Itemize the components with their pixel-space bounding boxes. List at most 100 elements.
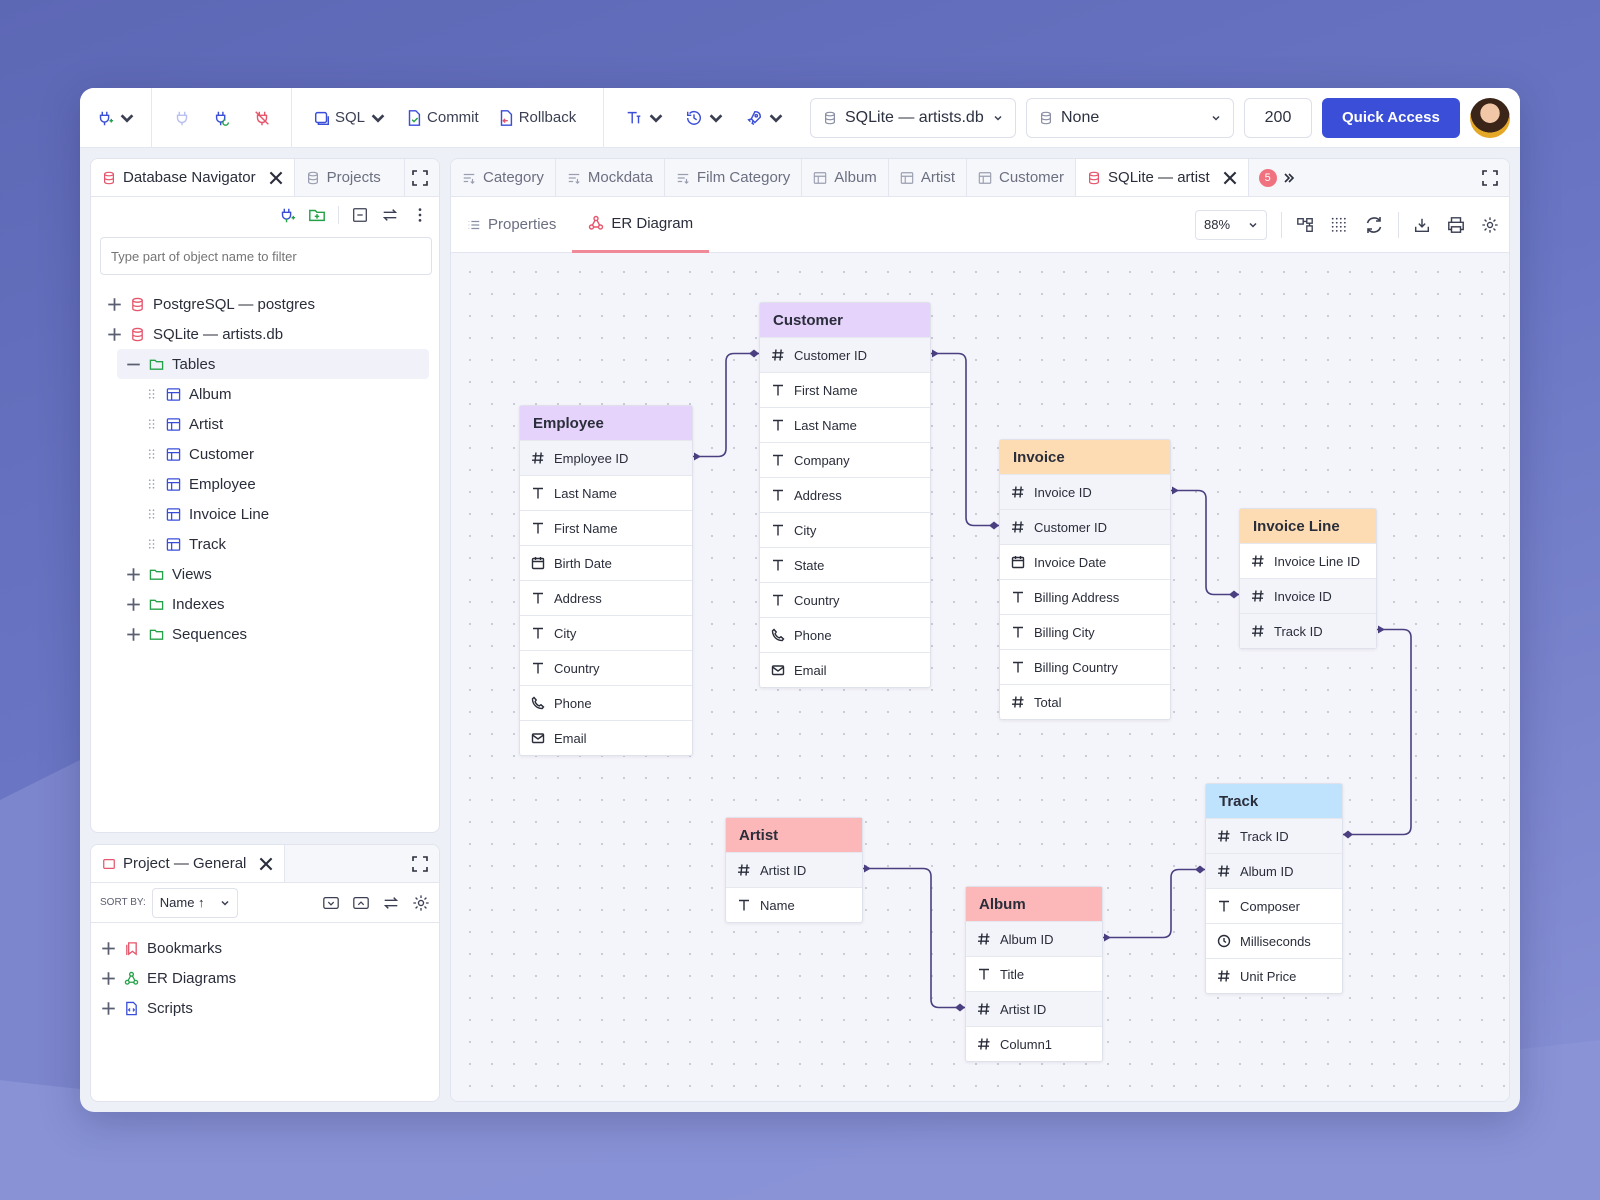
drag-handle-icon[interactable]: [146, 417, 158, 431]
entity-track[interactable]: Track Track ID Album ID Composer Millisecond…: [1205, 783, 1343, 994]
expand-plus-icon[interactable]: [107, 297, 122, 312]
gear-icon[interactable]: [1481, 216, 1499, 234]
maximize-icon[interactable]: [411, 169, 429, 187]
entity-field[interactable]: Country: [760, 582, 930, 617]
entity-field[interactable]: Email: [520, 720, 692, 755]
quick-access-button[interactable]: Quick Access: [1322, 97, 1460, 138]
entity-field[interactable]: Title: [966, 956, 1102, 991]
commit-button[interactable]: Commit: [396, 100, 488, 136]
drag-handle-icon[interactable]: [146, 537, 158, 551]
entity-field[interactable]: Billing Address: [1000, 579, 1170, 614]
entity-field[interactable]: Email: [760, 652, 930, 687]
relationship-line[interactable]: [931, 352, 999, 527]
layout-icon[interactable]: [1296, 216, 1314, 234]
expand-plus-icon[interactable]: [126, 627, 141, 642]
entity-invoice-line[interactable]: Invoice Line Invoice Line ID Invoice ID Tra…: [1239, 508, 1377, 649]
entity-album[interactable]: Album Album ID Title Artist ID Column1: [965, 886, 1103, 1062]
tree-item-tables[interactable]: Tables: [117, 349, 429, 379]
entity-field[interactable]: Name: [726, 887, 862, 922]
relationship-line[interactable]: [1343, 628, 1412, 836]
collapse-all-icon[interactable]: [351, 206, 369, 224]
tree-item-table[interactable]: Customer: [146, 439, 429, 469]
rollback-button[interactable]: Rollback: [488, 100, 586, 136]
drag-handle-icon[interactable]: [146, 477, 158, 491]
project-item-bookmarks[interactable]: Bookmarks: [101, 933, 429, 963]
expand-plus-icon[interactable]: [126, 597, 141, 612]
sort-select[interactable]: Name ↑: [151, 887, 238, 918]
maximize-icon[interactable]: [1481, 169, 1499, 187]
entity-field[interactable]: Composer: [1206, 888, 1342, 923]
entity-field[interactable]: Album ID: [1206, 853, 1342, 888]
tab-editor[interactable]: Film Category: [665, 159, 803, 196]
entity-field[interactable]: Column1: [966, 1026, 1102, 1061]
tab-project-general[interactable]: Project — General: [91, 845, 286, 882]
entity-field[interactable]: Address: [760, 477, 930, 512]
entity-field[interactable]: State: [760, 547, 930, 582]
entity-field[interactable]: Milliseconds: [1206, 923, 1342, 958]
close-icon[interactable]: [269, 171, 283, 185]
relationship-line[interactable]: [693, 352, 759, 458]
object-filter-input[interactable]: [100, 237, 432, 275]
expand-plus-icon[interactable]: [107, 327, 122, 342]
tab-editor[interactable]: SQLite — artist: [1076, 159, 1249, 196]
entity-field[interactable]: Phone: [760, 617, 930, 652]
entity-field[interactable]: Invoice ID: [1240, 578, 1376, 613]
download-icon[interactable]: [1413, 216, 1431, 234]
entity-field[interactable]: Invoice ID: [1000, 474, 1170, 509]
tab-editor[interactable]: Mockdata: [556, 159, 665, 196]
grid-icon[interactable]: [1330, 216, 1348, 234]
collapse-up-icon[interactable]: [352, 894, 370, 912]
entity-field[interactable]: Customer ID: [760, 337, 930, 372]
entity-field[interactable]: Address: [520, 580, 692, 615]
disconnect-button[interactable]: [244, 100, 280, 136]
entity-field[interactable]: Invoice Date: [1000, 544, 1170, 579]
expand-plus-icon[interactable]: [101, 941, 116, 956]
entity-field[interactable]: Billing Country: [1000, 649, 1170, 684]
relationship-line[interactable]: [1171, 489, 1239, 596]
entity-field[interactable]: Track ID: [1206, 818, 1342, 853]
tab-overflow-button[interactable]: 5: [1249, 159, 1305, 196]
entity-field[interactable]: Phone: [520, 685, 692, 720]
relationship-line[interactable]: [863, 867, 965, 1009]
gear-icon[interactable]: [412, 894, 430, 912]
entity-field[interactable]: Billing City: [1000, 614, 1170, 649]
tab-editor[interactable]: Artist: [889, 159, 967, 196]
entity-field[interactable]: City: [520, 615, 692, 650]
avatar[interactable]: [1469, 97, 1510, 138]
format-button[interactable]: [616, 100, 674, 136]
tree-item-table[interactable]: Invoice Line: [146, 499, 429, 529]
subtab-properties[interactable]: Properties: [451, 197, 572, 253]
entity-field[interactable]: Total: [1000, 684, 1170, 719]
entity-artist[interactable]: Artist Artist ID Name: [725, 817, 863, 923]
relationship-line[interactable]: [1103, 868, 1205, 939]
tab-projects[interactable]: Projects: [295, 159, 405, 196]
tab-editor[interactable]: Category: [451, 159, 556, 196]
entity-employee[interactable]: Employee Employee ID Last Name First Name Bi…: [519, 405, 693, 756]
history-button[interactable]: [676, 100, 734, 136]
reconnect-button[interactable]: [204, 100, 240, 136]
tree-item-sqlite[interactable]: SQLite — artists.db: [107, 319, 429, 349]
close-icon[interactable]: [1223, 171, 1237, 185]
drag-handle-icon[interactable]: [146, 387, 158, 401]
plug-plus-icon[interactable]: [278, 206, 296, 224]
launch-button[interactable]: [736, 100, 794, 136]
expand-plus-icon[interactable]: [126, 567, 141, 582]
result-limit-input[interactable]: 200: [1244, 97, 1312, 138]
project-item-scripts[interactable]: Scripts: [101, 993, 429, 1023]
tree-item-sequences[interactable]: Sequences: [126, 619, 429, 649]
refresh-icon[interactable]: [1364, 215, 1384, 235]
new-connection-button[interactable]: [87, 100, 145, 136]
collapse-minus-icon[interactable]: [126, 357, 141, 372]
link-sync-icon[interactable]: [382, 894, 400, 912]
collapse-down-icon[interactable]: [322, 894, 340, 912]
print-icon[interactable]: [1447, 216, 1465, 234]
connection-select[interactable]: SQLite — artists.db: [810, 97, 1016, 138]
subtab-er-diagram[interactable]: ER Diagram: [572, 197, 710, 253]
schema-select[interactable]: None: [1026, 97, 1234, 138]
entity-field[interactable]: Artist ID: [726, 852, 862, 887]
entity-field[interactable]: Track ID: [1240, 613, 1376, 648]
entity-field[interactable]: Birth Date: [520, 545, 692, 580]
drag-handle-icon[interactable]: [146, 507, 158, 521]
entity-field[interactable]: Unit Price: [1206, 958, 1342, 993]
expand-plus-icon[interactable]: [101, 971, 116, 986]
